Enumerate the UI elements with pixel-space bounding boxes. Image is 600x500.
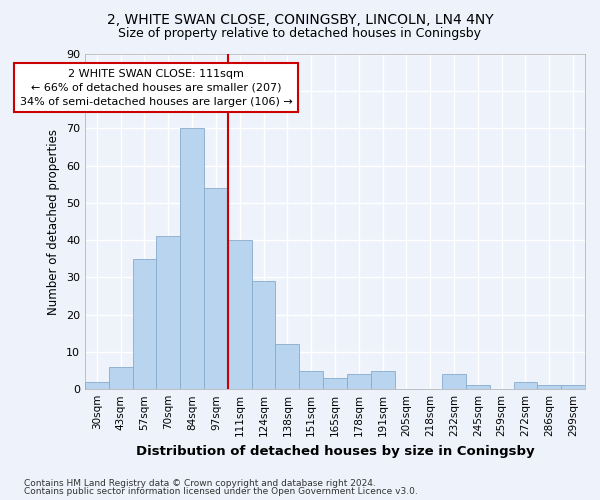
Text: Size of property relative to detached houses in Coningsby: Size of property relative to detached ho… xyxy=(119,28,482,40)
Y-axis label: Number of detached properties: Number of detached properties xyxy=(47,128,61,314)
Bar xyxy=(299,370,323,389)
Bar xyxy=(204,188,228,389)
Bar xyxy=(275,344,299,389)
Bar xyxy=(538,386,561,389)
Bar xyxy=(371,370,395,389)
Bar xyxy=(251,281,275,389)
Bar xyxy=(347,374,371,389)
Bar xyxy=(466,386,490,389)
Text: Contains public sector information licensed under the Open Government Licence v3: Contains public sector information licen… xyxy=(24,487,418,496)
Bar xyxy=(228,240,251,389)
Bar xyxy=(561,386,585,389)
Bar xyxy=(109,367,133,389)
Text: 2 WHITE SWAN CLOSE: 111sqm
← 66% of detached houses are smaller (207)
34% of sem: 2 WHITE SWAN CLOSE: 111sqm ← 66% of deta… xyxy=(20,69,293,107)
Text: 2, WHITE SWAN CLOSE, CONINGSBY, LINCOLN, LN4 4NY: 2, WHITE SWAN CLOSE, CONINGSBY, LINCOLN,… xyxy=(107,12,493,26)
Text: Contains HM Land Registry data © Crown copyright and database right 2024.: Contains HM Land Registry data © Crown c… xyxy=(24,478,376,488)
Bar xyxy=(514,382,538,389)
X-axis label: Distribution of detached houses by size in Coningsby: Distribution of detached houses by size … xyxy=(136,444,534,458)
Bar xyxy=(133,259,157,389)
Bar xyxy=(85,382,109,389)
Bar xyxy=(157,236,180,389)
Bar xyxy=(180,128,204,389)
Bar xyxy=(442,374,466,389)
Bar xyxy=(323,378,347,389)
